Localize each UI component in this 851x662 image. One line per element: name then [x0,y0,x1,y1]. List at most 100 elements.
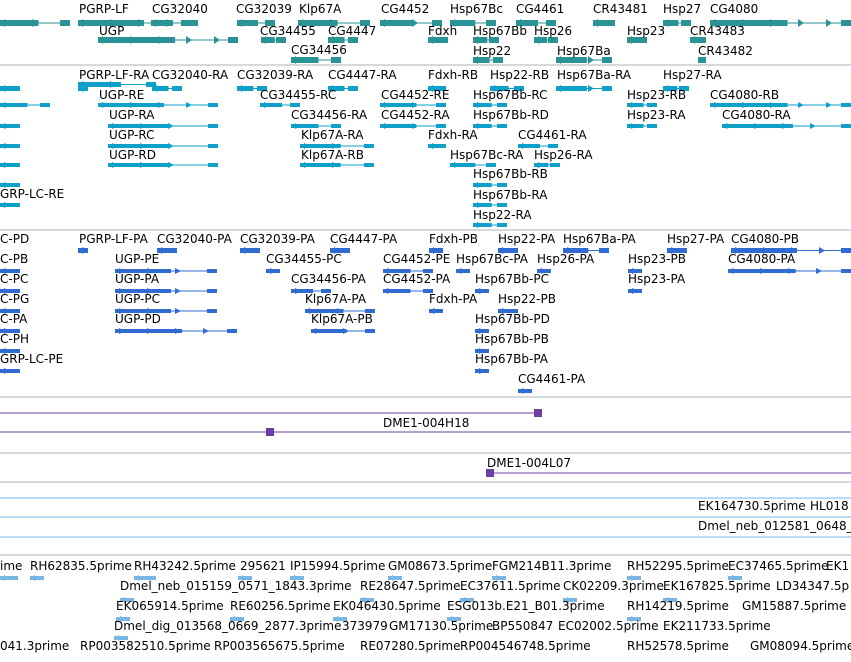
feature-exon-block[interactable] [290,103,300,107]
feature-exon-block[interactable] [486,20,496,26]
feature-label[interactable]: Hsp26 [534,24,572,38]
feature-exon-block[interactable] [556,57,587,63]
feature-exon-block[interactable] [677,248,687,253]
feature-exon-block[interactable] [637,37,647,43]
feature-exon-block[interactable] [238,576,246,580]
feature-label[interactable]: EK065914.5prime [116,599,224,613]
feature-label[interactable]: Hsp22-RB [490,68,549,82]
feature-exon-block[interactable] [489,37,499,43]
feature-exon-block[interactable] [0,20,39,26]
feature-label[interactable]: CG4080-RA [722,108,791,122]
feature-exon-block[interactable] [460,598,468,602]
feature-label[interactable]: Hsp27-PA [667,232,725,246]
feature-exon-block[interactable] [508,248,518,253]
feature-exon-block[interactable] [348,86,358,91]
feature-exon-block[interactable] [208,144,218,148]
feature-label[interactable]: CG4461 [516,2,564,16]
feature-label[interactable]: CG4452-PA [383,272,451,286]
feature-exon-block[interactable] [30,576,38,580]
feature-exon-block[interactable] [475,349,483,353]
feature-exon-block[interactable] [516,20,538,26]
feature-exon-block[interactable] [146,82,156,87]
feature-exon-block[interactable] [208,124,218,128]
feature-exon-block[interactable] [331,124,341,128]
feature-exon-block[interactable] [266,269,274,273]
feature-label[interactable]: Hsp67Bc-PA [456,252,529,266]
feature-label[interactable]: DME1-004H18 [383,416,469,430]
feature-label[interactable]: UGP-RC [109,128,155,142]
feature-exon-block[interactable] [10,124,20,128]
feature-label[interactable]: RH52295.5prime [627,559,729,573]
feature-exon-block[interactable] [841,103,851,107]
feature-label[interactable]: Hsp23-PA [628,272,686,286]
feature-exon-block[interactable] [227,329,237,333]
feature-exon-block[interactable] [300,163,341,167]
feature-label[interactable]: Hsp23-RA [627,108,686,122]
feature-label[interactable]: Klp67A-PB [311,312,373,326]
feature-label[interactable]: UGP-PE [115,252,159,266]
feature-exon-block[interactable] [365,329,375,333]
feature-exon-block[interactable] [108,163,169,167]
feature-exon-block[interactable] [10,369,20,373]
feature-label[interactable]: Fdxh [428,24,457,38]
feature-label[interactable]: CG34456 [291,43,347,57]
feature-label[interactable]: Fdxh-RB [428,68,478,82]
feature-exon-block[interactable] [10,329,20,333]
feature-exon-block[interactable] [383,289,411,293]
feature-exon-block[interactable] [250,248,260,253]
feature-exon-block[interactable] [599,248,609,253]
feature-label[interactable]: UGP [99,24,124,38]
feature-exon-block[interactable] [10,144,20,148]
feature-exon-block[interactable] [151,20,173,26]
feature-exon-block[interactable] [364,144,374,148]
feature-exon-block[interactable] [331,57,341,63]
feature-exon-block[interactable] [360,598,368,602]
feature-exon-block[interactable] [493,57,503,63]
feature-exon-block[interactable] [497,124,507,128]
feature-label[interactable]: EC37465.5prime [728,559,829,573]
feature-label[interactable]: Hsp27-RA [663,68,722,82]
feature-exon-block[interactable] [98,37,175,43]
feature-exon-block[interactable] [228,37,238,43]
feature-label[interactable]: Dmel_dig_013568_0669_2877.3prime [114,619,342,633]
feature-exon-block[interactable] [360,20,370,26]
feature-exon-block[interactable] [208,103,218,107]
feature-exon-block[interactable] [436,86,446,91]
feature-label[interactable]: RH14219.5prime [627,599,729,613]
feature-exon-block[interactable] [276,37,286,43]
feature-exon-block[interactable] [679,86,689,91]
feature-exon-block[interactable] [556,86,587,91]
feature-label[interactable]: HL018 [810,499,849,513]
feature-exon-block[interactable] [8,576,18,580]
feature-label[interactable]: CG4447-PA [330,232,398,246]
feature-exon-block[interactable] [508,309,518,313]
feature-exon-block[interactable] [291,124,319,128]
feature-exon-block[interactable] [423,289,433,293]
feature-exon-block[interactable] [628,289,636,293]
feature-exon-block[interactable] [436,124,446,128]
feature-exon-block[interactable] [10,86,20,91]
feature-exon-block[interactable] [290,576,298,580]
feature-exon-block[interactable] [10,289,20,293]
feature-exon-block[interactable] [429,248,437,253]
feature-exon-block[interactable] [120,598,128,602]
feature-label[interactable]: Hsp67Bb [473,24,527,38]
feature-label[interactable]: Hsp23-PB [628,252,686,266]
feature-label[interactable]: GM17130.5prime [389,619,493,633]
feature-exon-block[interactable] [348,37,358,43]
feature-exon-block[interactable] [432,20,442,26]
feature-label[interactable]: ime [0,559,22,573]
feature-label[interactable]: EC37611.5prime [460,579,561,593]
feature-label[interactable]: Hsp27 [663,2,701,16]
feature-label[interactable]: RP004546748.5prime [460,639,591,653]
feature-exon-block[interactable] [628,269,636,273]
feature-label[interactable]: GRP-LC-RE [0,187,64,201]
feature-exon-block[interactable] [647,103,657,107]
feature-label[interactable]: PGRP-LF-PA [79,232,149,246]
feature-exon-block[interactable] [10,309,20,313]
feature-label[interactable]: CG4080-PB [731,232,799,246]
feature-exon-block[interactable] [0,103,28,107]
feature-label[interactable]: EK046430.5prime [333,599,441,613]
feature-label[interactable]: CG32039 [236,2,292,16]
feature-exon-block[interactable] [10,163,20,167]
